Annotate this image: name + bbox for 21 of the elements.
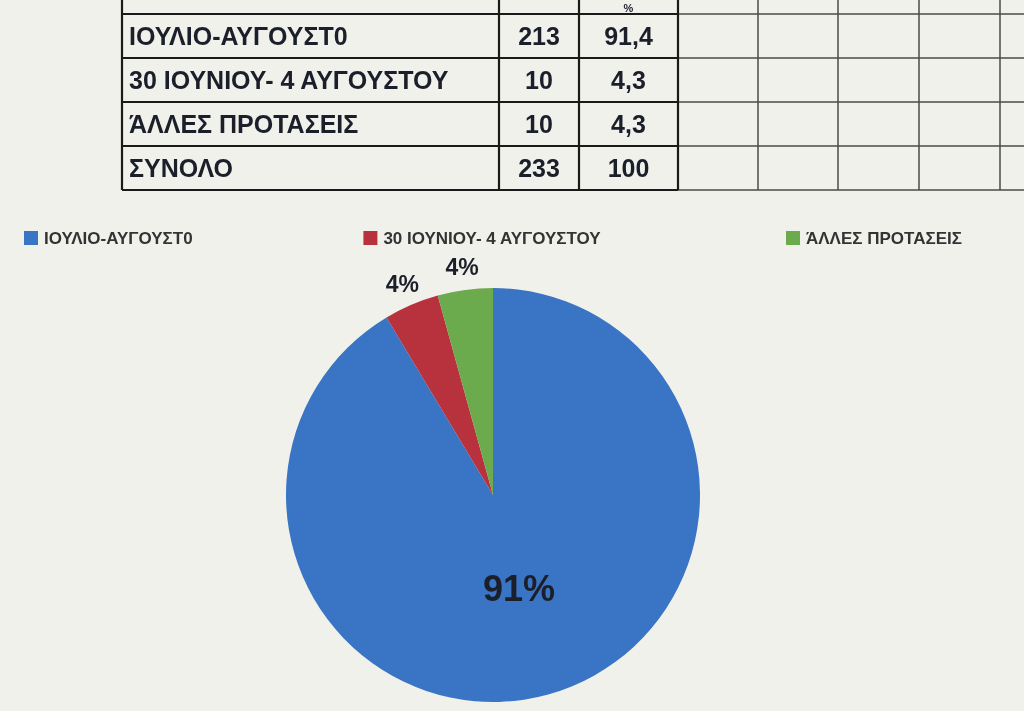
category-label: ΙΟΥΛΙΟ-ΑΥΓΟΥΣΤ0 (129, 22, 348, 50)
pie-slice (386, 295, 493, 495)
data-label: 4% (445, 254, 479, 281)
data-label: 4,3 (611, 110, 646, 138)
category-label: ΆΛΛΕΣ ΠΡΟΤΑΣΕΙΣ (129, 110, 359, 138)
data-label: 4,3 (611, 66, 646, 94)
legend-label: ΙΟΥΛΙΟ-ΑΥΓΟΥΣΤ0 (44, 228, 193, 248)
legend-label: ΆΛΛΕΣ ΠΡΟΤΑΣΕΙΣ (806, 228, 962, 248)
legend-label: 30 ΙΟΥΝΙΟΥ- 4 ΑΥΓΟΥΣΤΟΥ (383, 228, 602, 248)
data-label: 213 (518, 22, 560, 50)
data-label: 100 (607, 154, 650, 182)
category-label: ΣΥΝΟΛΟ (129, 154, 233, 182)
data-label: 91% (482, 568, 555, 610)
pie-slice (437, 288, 493, 495)
data-label: 233 (518, 154, 560, 182)
data-label: 10 (525, 66, 553, 94)
data-label: 4% (385, 270, 420, 297)
data-label: 91,4 (604, 22, 653, 50)
text: % (623, 2, 634, 14)
category-label: 30 ΙΟΥΝΙΟΥ- 4 ΑΥΓΟΥΣΤΟΥ (129, 66, 449, 94)
data-label: 10 (525, 110, 553, 138)
